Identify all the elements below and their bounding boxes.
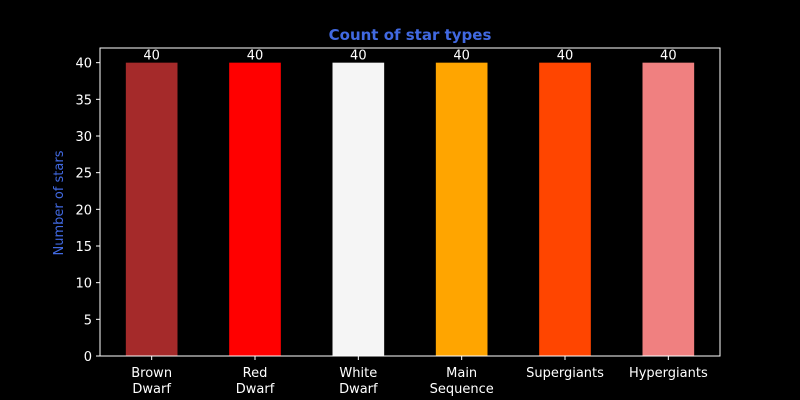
x-tick-label-line: Brown: [131, 366, 172, 381]
bar-value-label: 40: [143, 49, 160, 64]
y-tick-label: 5: [84, 313, 92, 328]
bar: [539, 62, 591, 357]
x-tick-label-line: Main: [446, 366, 477, 381]
y-axis-label: Number of stars: [52, 150, 67, 255]
x-tick-label: Brown Dwarf: [131, 366, 172, 397]
x-tick-label: White Dwarf: [339, 366, 378, 397]
y-tick-label: 40: [75, 57, 92, 72]
x-tick-label: Main Sequence: [430, 366, 494, 397]
y-tick-label: 10: [75, 277, 92, 292]
y-tick-label: 15: [75, 240, 92, 255]
chart-title: Count of star types: [329, 26, 492, 44]
bar-value-label: 40: [660, 49, 677, 64]
bar-value-label: 40: [350, 49, 367, 64]
bar-value-label: 40: [453, 49, 470, 64]
bar: [642, 62, 695, 357]
y-tick-label: 30: [75, 130, 92, 145]
bar: [332, 62, 385, 357]
x-tick-label-line: Supergiants: [526, 366, 604, 381]
plot-frame: [99, 47, 721, 357]
x-tick-label-line: Red: [243, 366, 268, 381]
bar: [435, 62, 488, 357]
bar: [229, 62, 281, 357]
bar: [125, 62, 178, 357]
x-tick-label: Supergiants: [526, 366, 604, 381]
x-tick-label-line: Dwarf: [236, 382, 275, 397]
x-tick-label-line: White: [339, 366, 377, 381]
x-tick-label-line: Hypergiants: [629, 366, 708, 381]
x-tick-label: Hypergiants: [629, 366, 708, 381]
y-tick-label: 35: [75, 93, 92, 108]
y-tick-label: 0: [84, 350, 92, 365]
bar-value-label: 40: [247, 49, 264, 64]
y-tick-label: 25: [75, 167, 92, 182]
y-tick-label: 20: [75, 203, 92, 218]
x-tick-label: Red Dwarf: [236, 366, 275, 397]
x-tick-label-line: Dwarf: [132, 382, 171, 397]
x-tick-label-line: Dwarf: [339, 382, 378, 397]
bar-value-label: 40: [557, 49, 574, 64]
x-tick-label-line: Sequence: [430, 382, 494, 397]
